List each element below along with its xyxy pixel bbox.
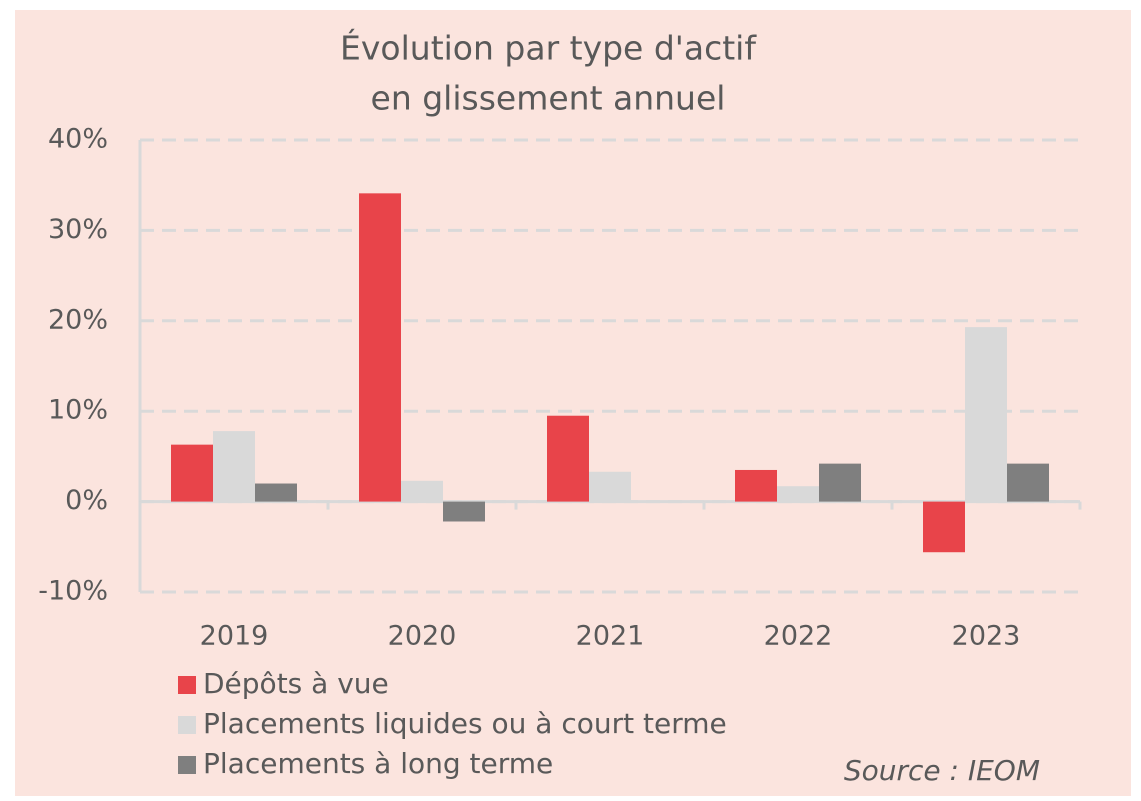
bar bbox=[359, 193, 401, 502]
bar bbox=[735, 469, 777, 502]
y-tick-label: 30% bbox=[48, 214, 108, 245]
source-note: Source : IEOM bbox=[844, 754, 1040, 787]
legend-label: Placements liquides ou à court terme bbox=[203, 707, 727, 740]
bar bbox=[171, 444, 213, 502]
bar bbox=[965, 327, 1007, 502]
bar bbox=[255, 483, 297, 502]
bar bbox=[1007, 463, 1049, 502]
bar bbox=[777, 486, 819, 502]
bar bbox=[923, 501, 965, 553]
chart-title: Évolution par type d'actif bbox=[340, 28, 757, 68]
legend-label: Dépôts à vue bbox=[203, 667, 389, 700]
x-tick-label: 2019 bbox=[200, 621, 269, 652]
chart-title: en glissement annuel bbox=[371, 79, 726, 118]
y-tick-label: -10% bbox=[38, 576, 108, 607]
bar bbox=[443, 501, 485, 522]
x-tick-label: 2020 bbox=[388, 621, 457, 652]
legend-label: Placements à long terme bbox=[203, 747, 553, 780]
x-tick-label: 2022 bbox=[764, 621, 833, 652]
legend-swatch bbox=[178, 756, 196, 774]
x-tick-label: 2021 bbox=[576, 621, 645, 652]
legend-swatch bbox=[178, 676, 196, 694]
legend-swatch bbox=[178, 716, 196, 734]
y-tick-label: 10% bbox=[48, 395, 108, 426]
bar bbox=[401, 480, 443, 502]
y-tick-label: 20% bbox=[48, 304, 108, 335]
bar bbox=[819, 463, 861, 502]
bar bbox=[589, 471, 631, 502]
y-tick-label: 0% bbox=[65, 485, 108, 516]
y-tick-label: 40% bbox=[48, 124, 108, 155]
bar bbox=[547, 415, 589, 502]
x-tick-label: 2023 bbox=[952, 621, 1021, 652]
bar bbox=[213, 431, 255, 502]
